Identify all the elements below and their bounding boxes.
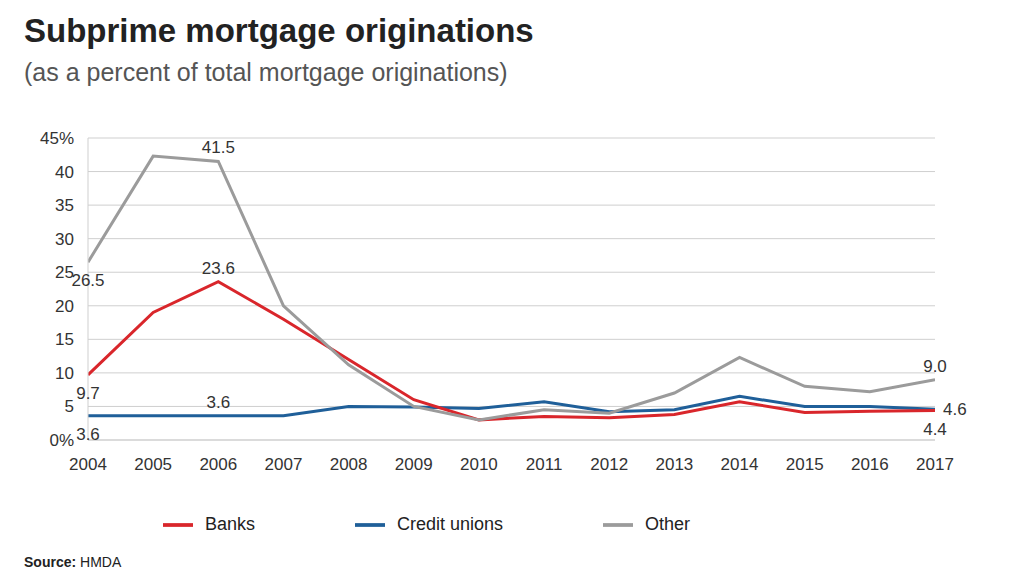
- svg-text:23.6: 23.6: [202, 259, 235, 278]
- svg-text:2009: 2009: [395, 455, 433, 474]
- svg-text:30: 30: [55, 230, 74, 249]
- svg-text:2016: 2016: [851, 455, 889, 474]
- svg-text:2010: 2010: [460, 455, 498, 474]
- svg-text:35: 35: [55, 196, 74, 215]
- html-text:(as a percent of total mortgag: (as a percent of total mortgage originat…: [24, 58, 508, 86]
- svg-text:9.0: 9.0: [923, 357, 947, 376]
- svg-text:0%: 0%: [49, 431, 74, 450]
- svg-text:2008: 2008: [330, 455, 368, 474]
- svg-text:5: 5: [65, 397, 74, 416]
- html-text:Credit unions: Credit unions: [397, 513, 503, 534]
- svg-text:2007: 2007: [265, 455, 303, 474]
- svg-text:4.6: 4.6: [943, 400, 967, 419]
- svg-text:41.5: 41.5: [202, 138, 235, 157]
- svg-text:40: 40: [55, 163, 74, 182]
- svg-text:2005: 2005: [134, 455, 172, 474]
- html-text:Banks: Banks: [204, 513, 255, 534]
- svg-text:2004: 2004: [69, 455, 107, 474]
- svg-text:2014: 2014: [721, 455, 759, 474]
- svg-text:20: 20: [55, 297, 74, 316]
- svg-text:2015: 2015: [786, 455, 824, 474]
- svg-text:9.7: 9.7: [76, 384, 100, 403]
- svg-text:2006: 2006: [199, 455, 237, 474]
- svg-text:26.5: 26.5: [71, 271, 104, 290]
- svg-text:4.4: 4.4: [923, 420, 947, 439]
- svg-text:25: 25: [55, 263, 74, 283]
- svg-text:2011: 2011: [526, 455, 563, 474]
- svg-text:45%: 45%: [40, 129, 74, 148]
- svg-text:2012: 2012: [590, 455, 628, 474]
- html-text:Source: HMDA: Source: HMDA: [24, 554, 122, 570]
- svg-text:15: 15: [55, 330, 74, 349]
- svg-text:3.6: 3.6: [76, 425, 100, 444]
- html-text:Other: Other: [645, 513, 691, 534]
- svg-text:2013: 2013: [655, 455, 693, 474]
- svg-text:2017: 2017: [916, 455, 954, 474]
- svg-text:10: 10: [55, 364, 74, 383]
- svg-text:3.6: 3.6: [206, 393, 230, 412]
- html-text:Subprime mortgage originations: Subprime mortgage originations: [24, 12, 534, 49]
